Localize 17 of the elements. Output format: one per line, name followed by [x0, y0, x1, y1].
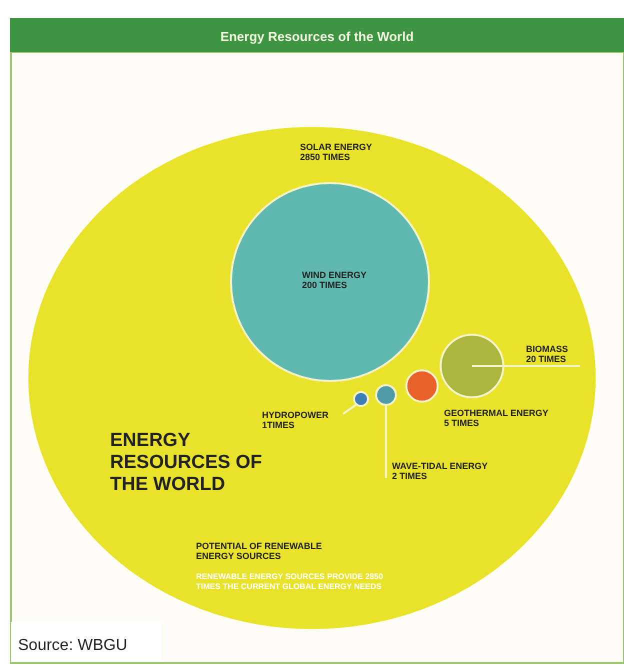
category-label: WIND ENERGY	[302, 270, 367, 280]
data-label: 1TIMES	[262, 420, 295, 430]
source-note: Source: WBGU	[18, 637, 128, 654]
category-label: SOLAR ENERGY	[300, 142, 372, 152]
text: POTENTIAL OF RENEWABLE ENERGY SOURCES	[196, 541, 322, 561]
text: Energy Resources of the World	[220, 29, 414, 44]
category-label: WAVE-TIDAL ENERGY	[392, 461, 488, 471]
data-label: 2 TIMES	[392, 471, 428, 481]
text: RENEWABLE ENERGY SOURCES PROVIDE 2850 TIMES THE CURRENT GLOBAL ENERGY NEEDS	[196, 572, 384, 591]
data-label: 200 TIMES	[302, 280, 348, 290]
category-label: HYDROPOWER	[262, 410, 330, 420]
data-label: 2850 TIMES	[300, 152, 350, 162]
category-label: BIOMASS	[526, 344, 568, 354]
data-label: 5 TIMES	[444, 418, 480, 428]
data-label: 20 TIMES	[526, 354, 566, 364]
text: ENERGY RESOURCES OF THE WORLD	[110, 430, 262, 495]
category-label: GEOTHERMAL ENERGY	[444, 408, 548, 418]
